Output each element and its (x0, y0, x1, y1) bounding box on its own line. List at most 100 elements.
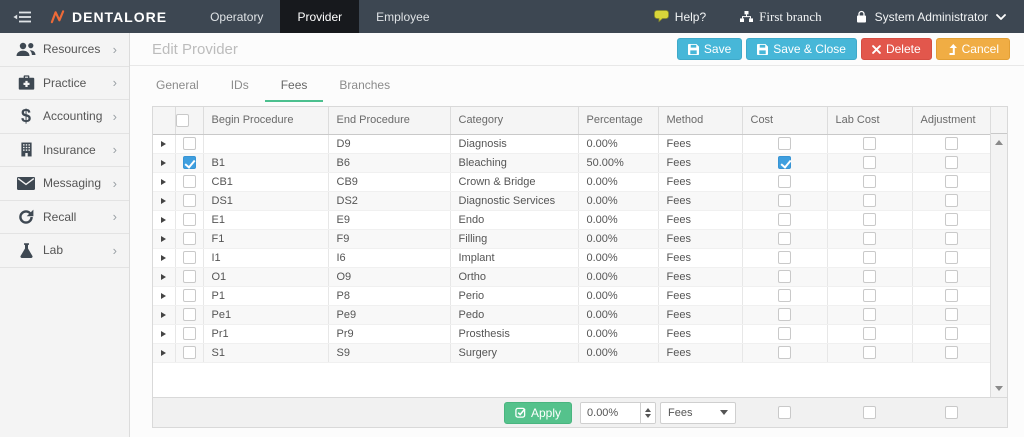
table-row[interactable]: S1 S9 Surgery 0.00% Fees (153, 343, 990, 362)
cost-checkbox[interactable] (778, 308, 791, 321)
adjustment-checkbox[interactable] (945, 137, 958, 150)
row-expand-icon[interactable] (161, 217, 166, 223)
cost-checkbox[interactable] (778, 213, 791, 226)
row-expand-icon[interactable] (161, 331, 166, 337)
user-menu[interactable]: System Administrator (856, 10, 1006, 24)
adjustment-checkbox[interactable] (945, 156, 958, 169)
row-expand-icon[interactable] (161, 293, 166, 299)
row-select-checkbox[interactable] (183, 194, 196, 207)
cost-checkbox[interactable] (778, 156, 791, 169)
lab-cost-checkbox[interactable] (863, 156, 876, 169)
sidebar-item-accounting[interactable]: $ Accounting › (0, 100, 129, 134)
table-row[interactable]: O1 O9 Ortho 0.00% Fees (153, 267, 990, 286)
table-row[interactable]: Pr1 Pr9 Prosthesis 0.00% Fees (153, 324, 990, 343)
lab-cost-checkbox[interactable] (863, 327, 876, 340)
cost-checkbox[interactable] (778, 232, 791, 245)
sidebar-item-practice[interactable]: Practice › (0, 67, 129, 101)
lab-cost-checkbox[interactable] (863, 308, 876, 321)
adjustment-checkbox[interactable] (945, 289, 958, 302)
lab-cost-checkbox[interactable] (863, 175, 876, 188)
percentage-stepper[interactable] (640, 403, 655, 423)
row-expand-icon[interactable] (161, 274, 166, 280)
select-all-checkbox[interactable] (176, 114, 189, 127)
lab-cost-checkbox[interactable] (863, 289, 876, 302)
row-expand-icon[interactable] (161, 141, 166, 147)
sidebar-item-recall[interactable]: Recall › (0, 201, 129, 235)
lab-cost-checkbox[interactable] (863, 346, 876, 359)
cost-checkbox[interactable] (778, 194, 791, 207)
cost-checkbox[interactable] (778, 137, 791, 150)
row-select-checkbox[interactable] (183, 327, 196, 340)
footer-lab-cost-checkbox[interactable] (863, 406, 876, 419)
adjustment-checkbox[interactable] (945, 232, 958, 245)
nav-item-employee[interactable]: Employee (359, 0, 446, 33)
sidebar-collapse-button[interactable] (0, 0, 44, 33)
row-expand-icon[interactable] (161, 179, 166, 185)
cost-checkbox[interactable] (778, 270, 791, 283)
percentage-input[interactable] (581, 403, 640, 423)
stepper-up-icon[interactable] (645, 408, 651, 412)
nav-item-operatory[interactable]: Operatory (193, 0, 280, 33)
cost-checkbox[interactable] (778, 327, 791, 340)
row-select-checkbox[interactable] (183, 175, 196, 188)
vertical-scrollbar[interactable] (990, 107, 1007, 397)
sidebar-item-insurance[interactable]: Insurance › (0, 134, 129, 168)
tab-general[interactable]: General (140, 68, 215, 102)
cost-checkbox[interactable] (778, 346, 791, 359)
row-select-checkbox[interactable] (183, 270, 196, 283)
tab-fees[interactable]: Fees (265, 68, 324, 102)
apply-button[interactable]: Apply (504, 402, 572, 424)
row-select-checkbox[interactable] (183, 213, 196, 226)
footer-adjustment-checkbox[interactable] (945, 406, 958, 419)
sidebar-item-resources[interactable]: Resources › (0, 33, 129, 67)
save-and-close-button[interactable]: Save & Close (746, 38, 857, 60)
table-row[interactable]: F1 F9 Filling 0.00% Fees (153, 229, 990, 248)
cancel-button[interactable]: Cancel (936, 38, 1010, 60)
scroll-up-icon[interactable] (995, 140, 1003, 145)
table-row[interactable]: B1 B6 Bleaching 50.00% Fees (153, 153, 990, 172)
delete-button[interactable]: Delete (861, 38, 932, 60)
sidebar-item-messaging[interactable]: Messaging › (0, 167, 129, 201)
branch-selector[interactable]: First branch (740, 9, 821, 25)
lab-cost-checkbox[interactable] (863, 194, 876, 207)
table-row[interactable]: I1 I6 Implant 0.00% Fees (153, 248, 990, 267)
row-expand-icon[interactable] (161, 198, 166, 204)
adjustment-checkbox[interactable] (945, 308, 958, 321)
row-expand-icon[interactable] (161, 236, 166, 242)
lab-cost-checkbox[interactable] (863, 270, 876, 283)
row-expand-icon[interactable] (161, 350, 166, 356)
cost-checkbox[interactable] (778, 175, 791, 188)
adjustment-checkbox[interactable] (945, 213, 958, 226)
row-select-checkbox[interactable] (183, 156, 196, 169)
row-select-checkbox[interactable] (183, 289, 196, 302)
row-select-checkbox[interactable] (183, 346, 196, 359)
row-expand-icon[interactable] (161, 312, 166, 318)
cost-checkbox[interactable] (778, 289, 791, 302)
save-button[interactable]: Save (677, 38, 742, 60)
row-select-checkbox[interactable] (183, 308, 196, 321)
lab-cost-checkbox[interactable] (863, 232, 876, 245)
row-select-checkbox[interactable] (183, 251, 196, 264)
stepper-down-icon[interactable] (645, 414, 651, 418)
adjustment-checkbox[interactable] (945, 270, 958, 283)
app-logo[interactable]: DENTALORE (44, 0, 193, 33)
row-expand-icon[interactable] (161, 160, 166, 166)
sidebar-item-lab[interactable]: Lab › (0, 234, 129, 268)
footer-cost-checkbox[interactable] (778, 406, 791, 419)
row-expand-icon[interactable] (161, 255, 166, 261)
table-row[interactable]: P1 P8 Perio 0.00% Fees (153, 286, 990, 305)
row-select-checkbox[interactable] (183, 137, 196, 150)
lab-cost-checkbox[interactable] (863, 137, 876, 150)
adjustment-checkbox[interactable] (945, 251, 958, 264)
adjustment-checkbox[interactable] (945, 346, 958, 359)
cost-checkbox[interactable] (778, 251, 791, 264)
tab-branches[interactable]: Branches (323, 68, 406, 102)
adjustment-checkbox[interactable] (945, 175, 958, 188)
adjustment-checkbox[interactable] (945, 194, 958, 207)
lab-cost-checkbox[interactable] (863, 213, 876, 226)
table-row[interactable]: DS1 DS2 Diagnostic Services 0.00% Fees (153, 191, 990, 210)
scroll-down-icon[interactable] (995, 386, 1003, 391)
tab-ids[interactable]: IDs (215, 68, 265, 102)
table-row[interactable]: CB1 CB9 Crown & Bridge 0.00% Fees (153, 172, 990, 191)
nav-item-provider[interactable]: Provider (280, 0, 359, 33)
